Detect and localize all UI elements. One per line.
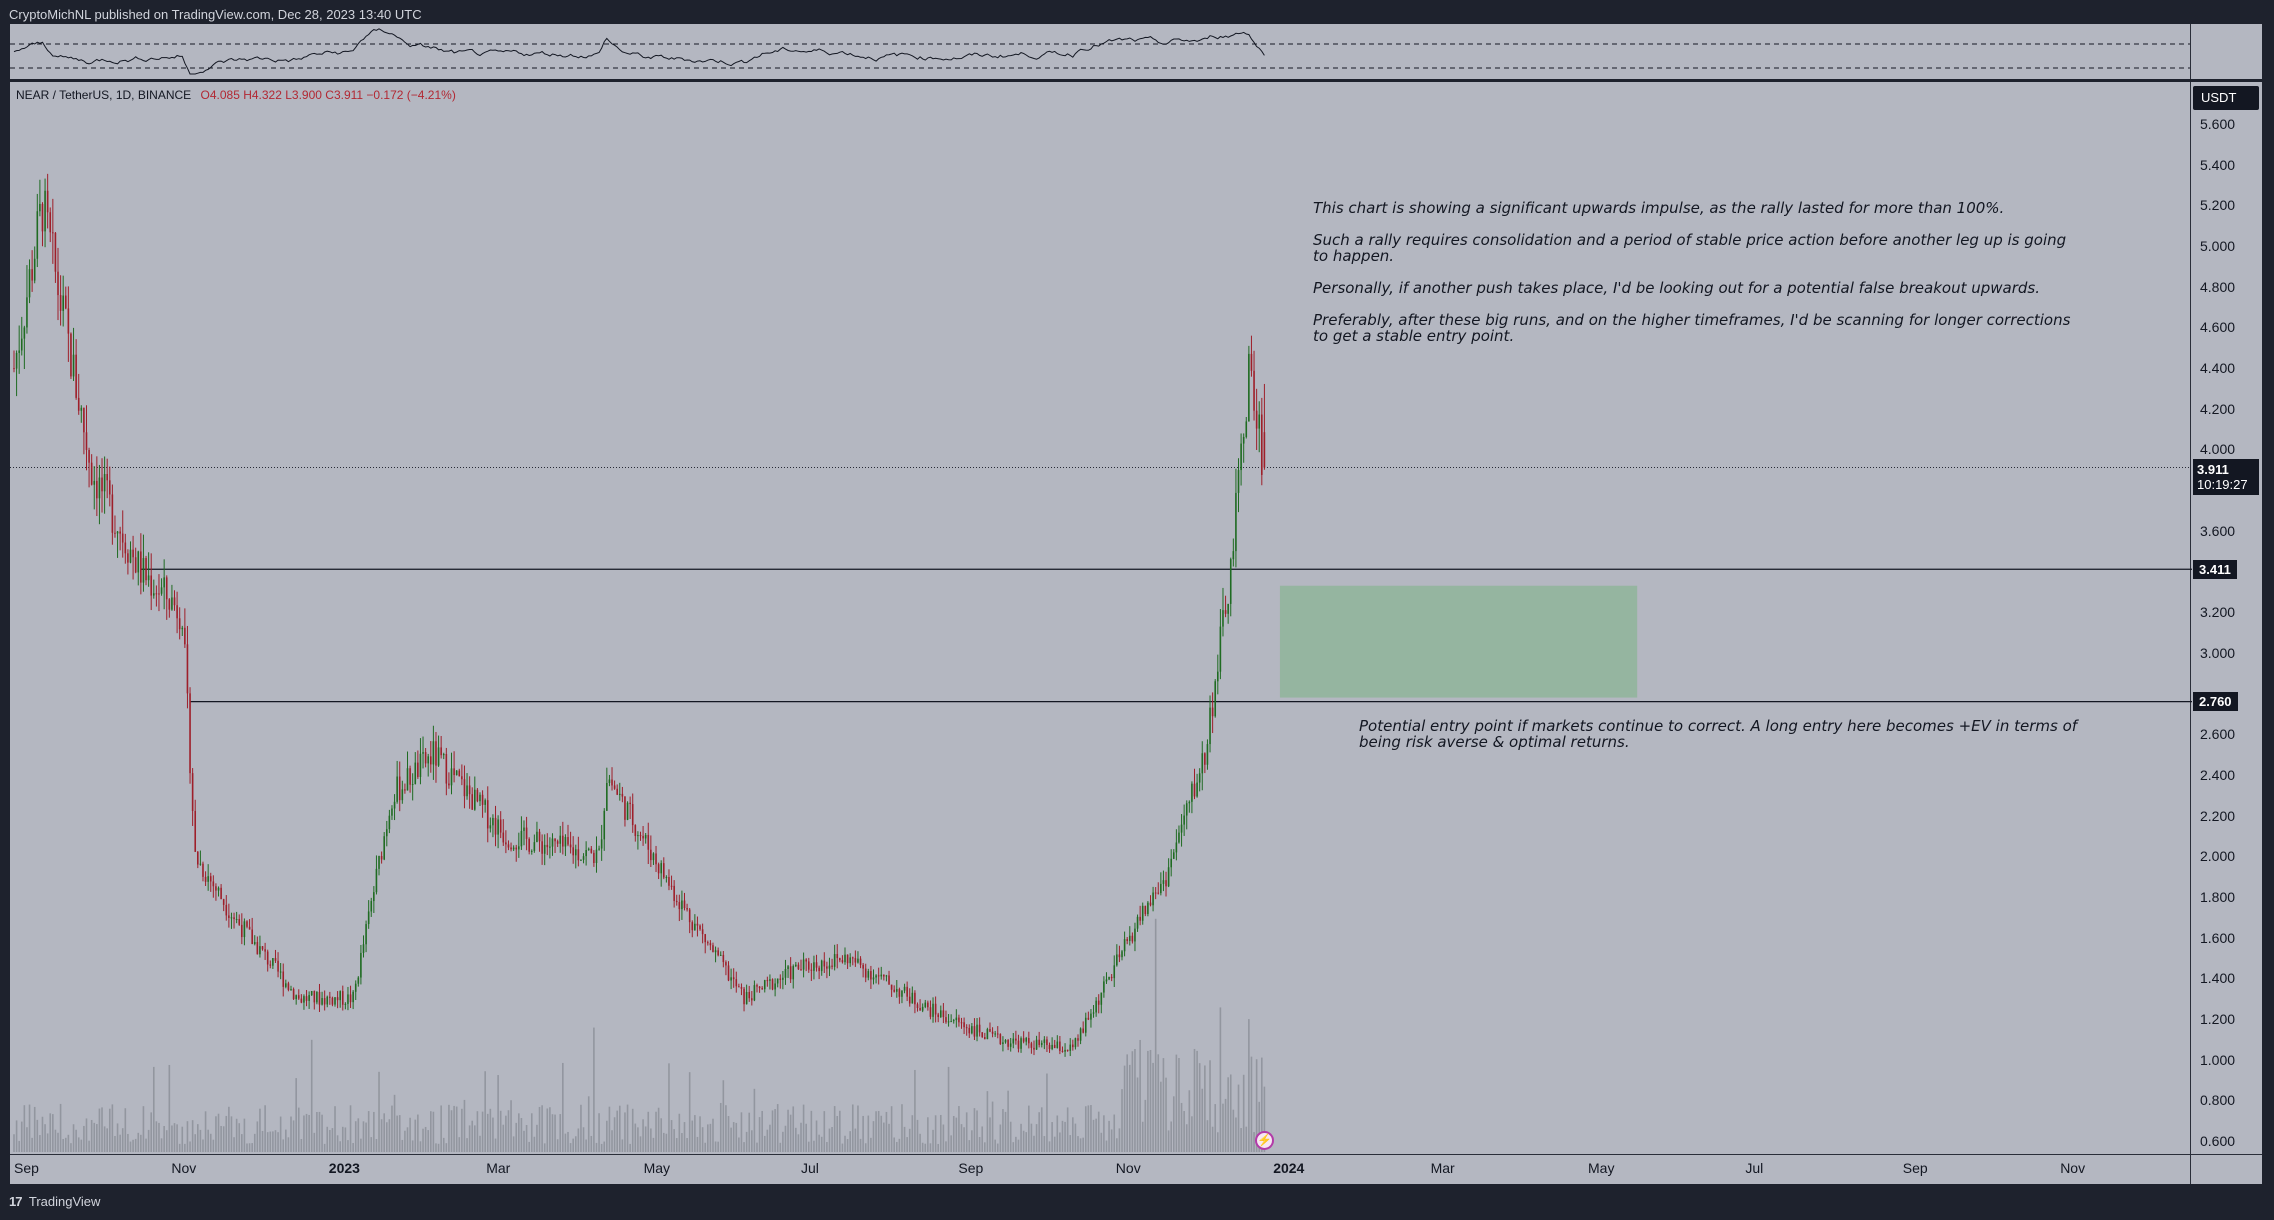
price-tick: 3.000 [2200,644,2236,661]
price-tick: 3.600 [2200,522,2236,539]
price-tick: 4.800 [2200,278,2236,295]
price-tick: 1.800 [2200,888,2236,905]
axis-corner [2190,1154,2262,1184]
price-tick: 5.000 [2200,238,2236,255]
annotation-line: Preferably, after these big runs, and on… [1313,311,2071,345]
price-tick: 4.400 [2200,360,2236,377]
time-tick: May [1588,1160,1615,1176]
price-tick: 2.400 [2200,766,2236,783]
price-tick: 5.200 [2200,197,2236,214]
footer-brand[interactable]: 17 TradingView [9,1192,100,1212]
lightning-icon[interactable]: ⚡ [1255,1131,1274,1150]
price-tick: 2.000 [2200,848,2236,865]
time-tick: Sep [1902,1160,1928,1176]
price-tick: 4.200 [2200,400,2236,417]
price-tick: 1.400 [2200,970,2236,987]
symbol-name[interactable]: NEAR / TetherUS, 1D, BINANCE [16,88,192,102]
price-tick: 3.200 [2200,604,2236,621]
price-tick: 0.600 [2200,1133,2236,1149]
annotation-text-top[interactable]: This chart is showing a significant upwa… [1313,200,2073,360]
time-tick: Mar [486,1160,511,1176]
time-tick: Nov [2060,1160,2086,1176]
price-tick: 1.600 [2200,929,2236,946]
price-tick: 1.000 [2200,1051,2236,1068]
price-tick: 4.600 [2200,319,2236,336]
time-tick: 2023 [328,1160,360,1176]
time-axis[interactable] [10,1154,2190,1184]
price-tick: 2.600 [2200,726,2236,743]
price-tick: 2.200 [2200,807,2236,824]
publish-info: CryptoMichNL published on TradingView.co… [9,7,422,22]
bar-countdown: 10:19:27 [2197,477,2248,492]
rsi-scale[interactable] [2190,24,2262,79]
time-tick: Sep [958,1160,984,1176]
time-tick: May [643,1160,671,1176]
annotation-line: Personally, if another push takes place,… [1313,279,2040,297]
footer-brand-name: TradingView [28,1194,101,1209]
rsi-indicator-pane[interactable] [10,24,2190,79]
time-tick: Mar [1430,1160,1455,1176]
last-price-badge: 3.911 10:19:27 [2193,459,2259,495]
time-tick: Nov [1115,1160,1141,1176]
price-tick: 5.600 [2200,116,2236,132]
currency-button[interactable]: USDT [2193,86,2259,110]
time-tick: Jul [801,1160,819,1176]
time-tick: Sep [14,1160,39,1176]
time-tick: Nov [171,1160,197,1176]
time-tick: 2024 [1273,1160,1305,1176]
main-chart-pane[interactable] [10,82,2190,1154]
price-tick: 5.400 [2200,156,2236,173]
price-scale[interactable] [2190,82,2262,1154]
time-tick: Jul [1745,1160,1764,1176]
level-label-upper: 3.411 [2193,560,2237,579]
level-label-lower: 2.760 [2193,692,2238,711]
annotation-text-bottom[interactable]: Potential entry point if markets continu… [1359,717,2078,751]
symbol-legend: NEAR / TetherUS, 1D, BINANCE O4.085 H4.3… [16,88,456,102]
annotation-line: Such a rally requires consolidation and … [1313,231,2067,265]
price-tick: 1.200 [2200,1010,2236,1027]
price-tick: 4.000 [2200,441,2236,458]
tradingview-logo-icon: 17 [9,1194,23,1209]
last-price-value: 3.911 [2197,462,2229,477]
price-tick: 0.800 [2200,1092,2236,1109]
ohlc-values: O4.085 H4.322 L3.900 C3.911 −0.172 (−4.2… [200,88,456,102]
annotation-line: This chart is showing a significant upwa… [1313,199,2005,217]
